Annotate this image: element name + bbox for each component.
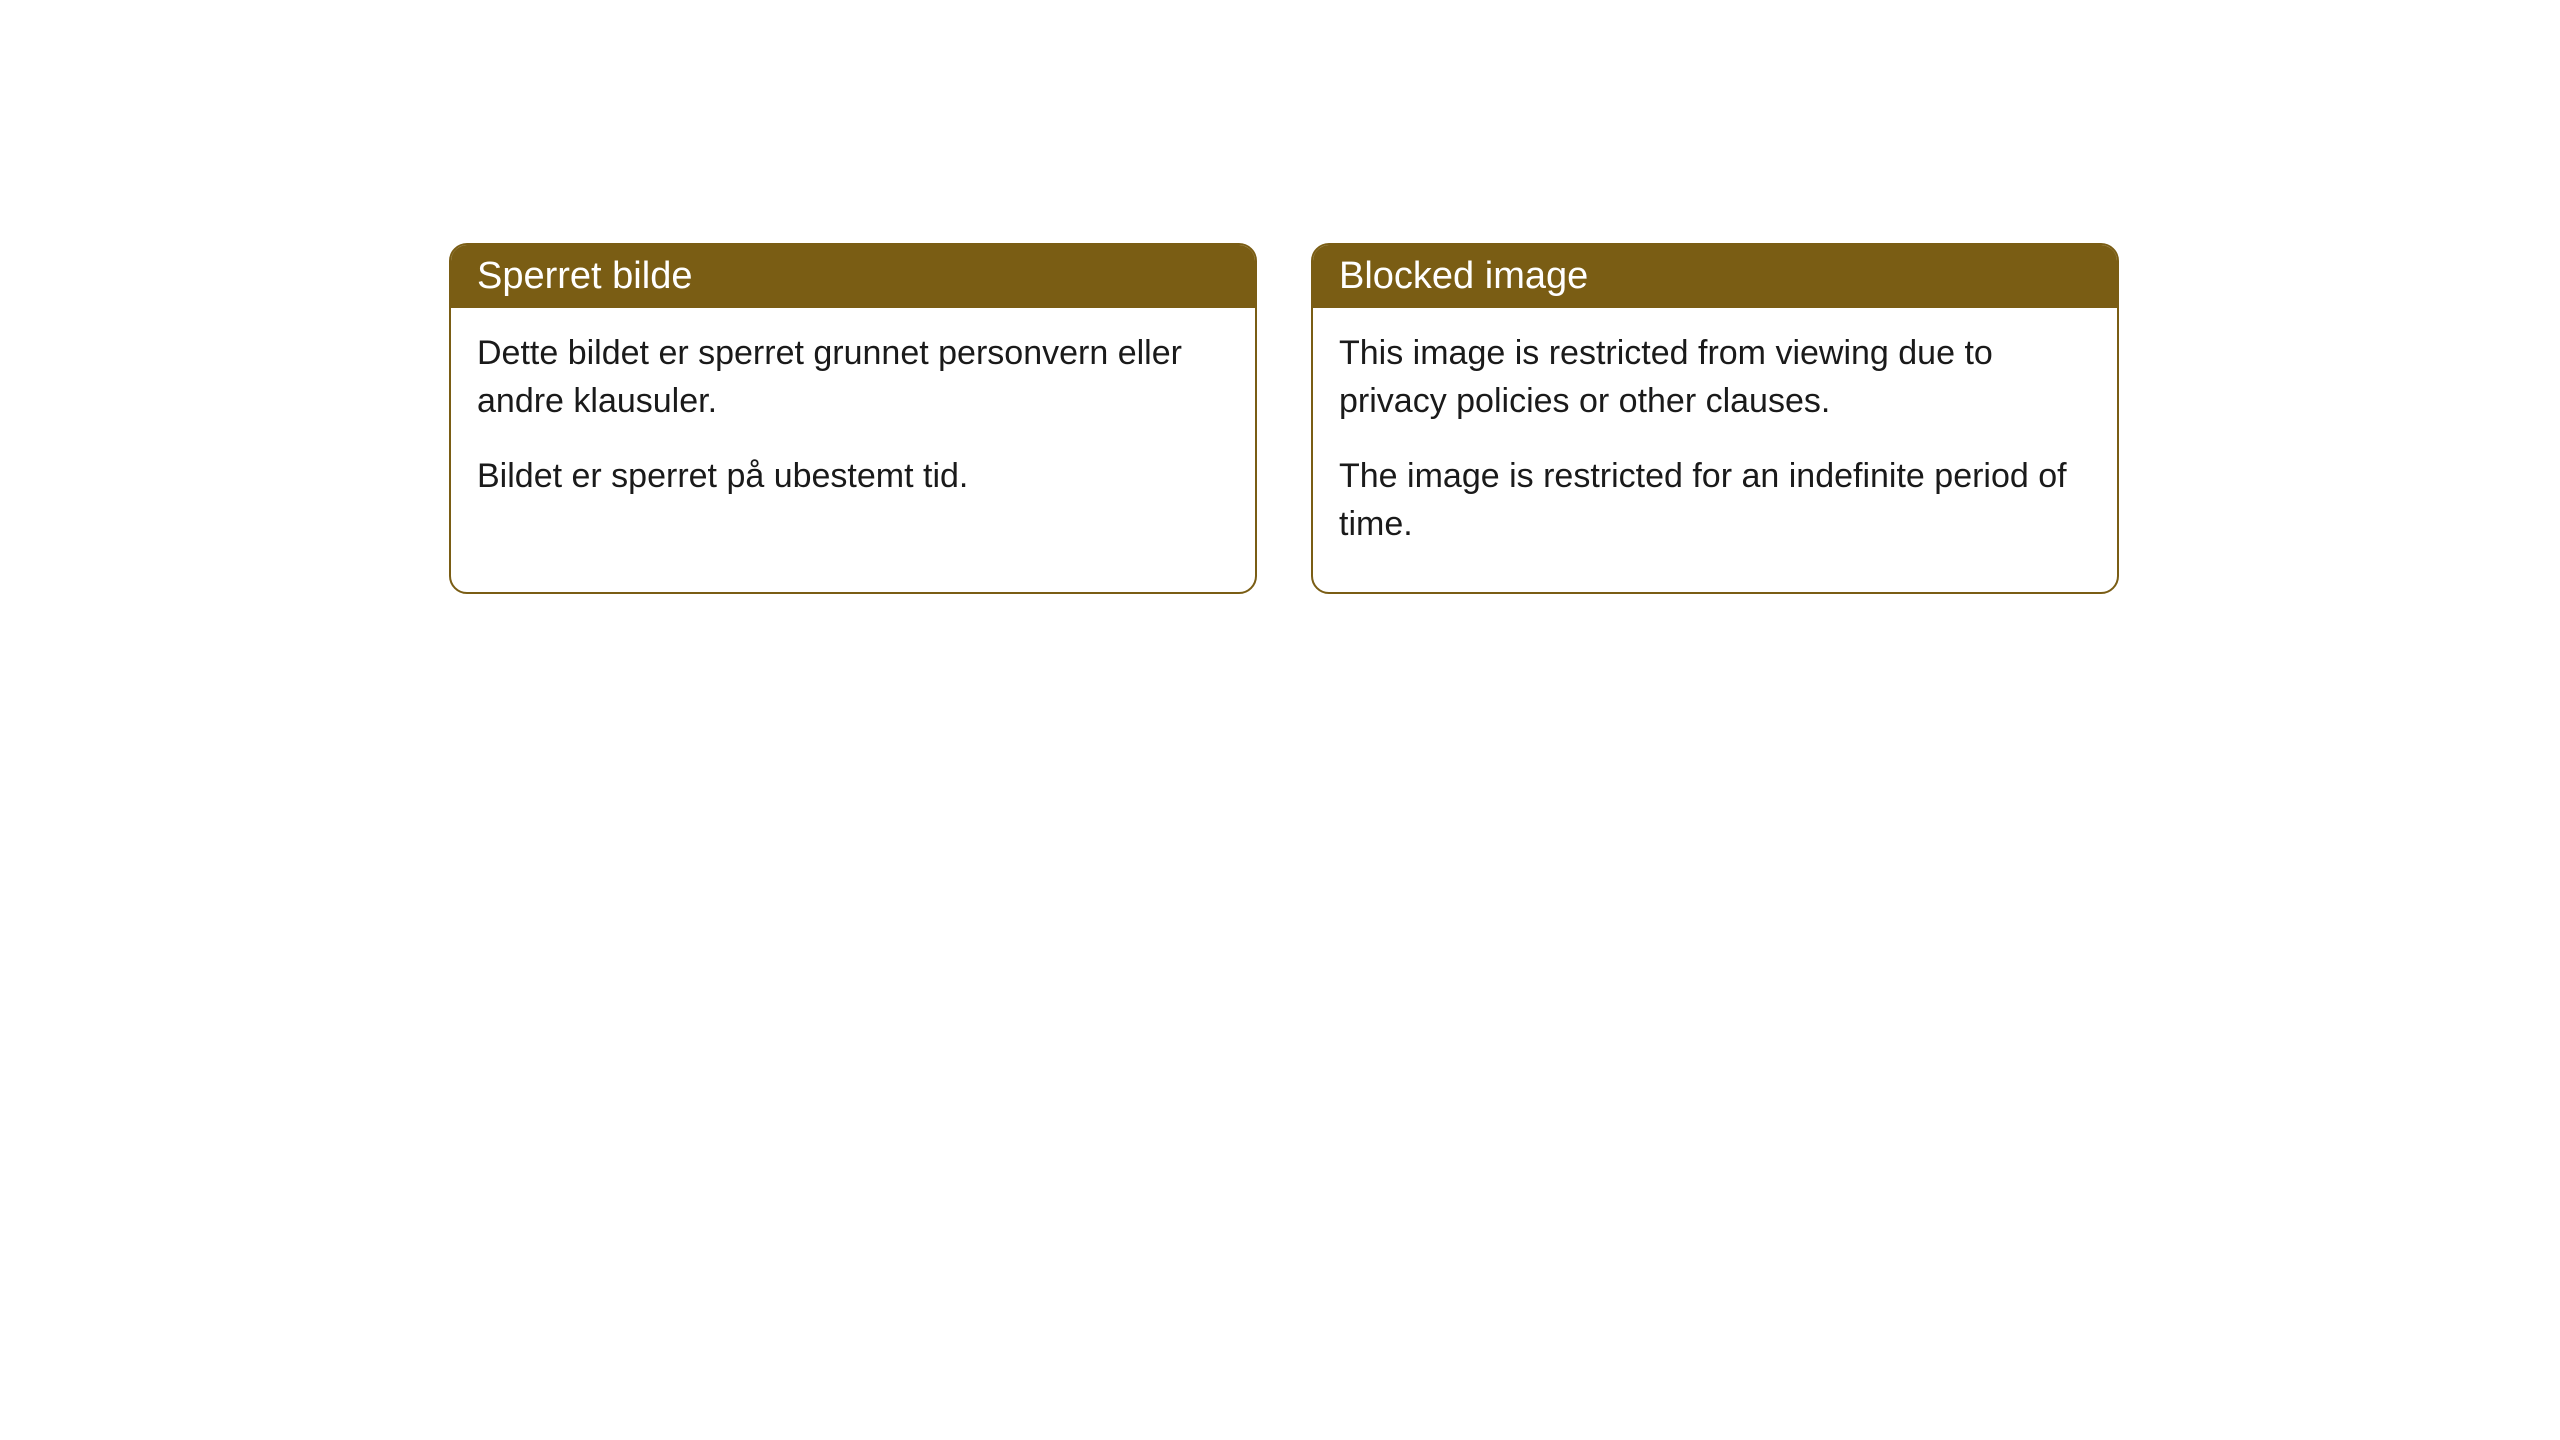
card-norwegian: Sperret bilde Dette bildet er sperret gr…: [449, 243, 1257, 594]
card-header-norwegian: Sperret bilde: [451, 245, 1255, 308]
card-paragraph-1-norwegian: Dette bildet er sperret grunnet personve…: [477, 330, 1229, 425]
card-header-english: Blocked image: [1313, 245, 2117, 308]
card-body-english: This image is restricted from viewing du…: [1313, 308, 2117, 592]
card-paragraph-1-english: This image is restricted from viewing du…: [1339, 330, 2091, 425]
card-body-norwegian: Dette bildet er sperret grunnet personve…: [451, 308, 1255, 545]
card-paragraph-2-english: The image is restricted for an indefinit…: [1339, 453, 2091, 548]
card-english: Blocked image This image is restricted f…: [1311, 243, 2119, 594]
cards-container: Sperret bilde Dette bildet er sperret gr…: [449, 243, 2119, 594]
card-paragraph-2-norwegian: Bildet er sperret på ubestemt tid.: [477, 453, 1229, 501]
card-title-norwegian: Sperret bilde: [477, 255, 692, 297]
card-title-english: Blocked image: [1339, 255, 1588, 297]
